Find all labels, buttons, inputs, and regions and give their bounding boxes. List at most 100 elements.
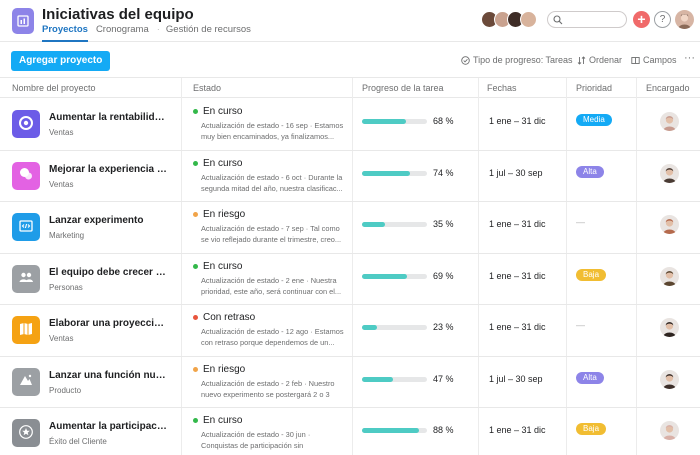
people-icon: [18, 269, 34, 288]
date-range[interactable]: 1 jul – 30 sep: [489, 373, 543, 384]
status-update-text[interactable]: Actualización de estado - 16 sep · Estam…: [201, 121, 344, 141]
date-range[interactable]: 1 ene – 31 dic: [489, 116, 546, 126]
status-cell[interactable]: En curso: [193, 261, 242, 272]
project-icon: [12, 161, 40, 190]
project-team: Ventas: [49, 179, 74, 189]
add-project-button[interactable]: Agregar proyecto: [11, 51, 111, 71]
progress-bar: [362, 222, 427, 227]
status-cell[interactable]: Con retraso: [193, 312, 255, 323]
project-name[interactable]: Elaborar una proyección...: [49, 318, 167, 329]
project-icon: [12, 316, 40, 344]
assignee-avatar[interactable]: [660, 112, 679, 131]
toolbar: Agregar proyecto Tipo de progreso: Tarea…: [0, 42, 700, 78]
status-update-text[interactable]: Actualización de estado - 12 ago · Estam…: [201, 327, 344, 347]
status-update-text[interactable]: Actualización de estado - 2 ene · Nuestr…: [201, 275, 342, 296]
date-range[interactable]: 1 jul – 30 sep: [489, 167, 543, 178]
column-divider: [636, 78, 637, 455]
priority-badge[interactable]: Baja: [576, 423, 607, 435]
status-cell[interactable]: En riesgo: [193, 209, 245, 220]
column-header-name[interactable]: Nombre del proyecto: [12, 83, 96, 93]
more-options-icon[interactable]: ···: [684, 52, 695, 64]
progress-percent: 35 %: [433, 219, 454, 229]
column-header-progress[interactable]: Progreso de la tarea: [362, 83, 444, 93]
date-range[interactable]: 1 ene – 31 dic: [489, 270, 546, 281]
progress-bar-fill: [362, 325, 377, 330]
column-header-dates[interactable]: Fechas: [487, 83, 517, 93]
progress-type-button[interactable]: Tipo de progreso: Tareas: [461, 55, 573, 65]
table-row[interactable]: Aumentar la rentabilidad... Ventas En cu…: [0, 99, 700, 151]
status-dot-icon: [193, 160, 198, 166]
assignee-avatar[interactable]: [660, 163, 679, 183]
check-circle-icon: [461, 55, 470, 65]
fields-button[interactable]: Campos: [631, 55, 677, 65]
assignee-avatar[interactable]: [660, 369, 679, 389]
user-avatar[interactable]: [675, 10, 694, 29]
star-icon: [18, 424, 34, 443]
status-label: En curso: [203, 260, 243, 272]
help-icon[interactable]: ?: [654, 11, 671, 28]
table-row[interactable]: Aumentar la participación... Éxito del C…: [0, 408, 700, 455]
priority-badge[interactable]: Baja: [576, 268, 607, 281]
table-row[interactable]: Elaborar una proyección... Ventas Con re…: [0, 305, 700, 357]
assignee-avatar[interactable]: [660, 215, 679, 234]
progress-bar: [362, 428, 427, 433]
tab-cronograma[interactable]: Cronograma: [95, 24, 149, 35]
fields-label: Campos: [643, 55, 677, 65]
assignee-avatar[interactable]: [660, 266, 679, 286]
status-update-text[interactable]: Actualización de estado - 7 sep · Tal co…: [201, 224, 342, 244]
sort-button[interactable]: Ordenar: [577, 55, 622, 65]
project-name[interactable]: El equipo debe crecer un...: [49, 266, 167, 278]
status-label: Con retraso: [203, 312, 256, 323]
priority-badge[interactable]: Alta: [576, 165, 604, 178]
assignee-avatar[interactable]: [660, 421, 679, 440]
column-header-priority[interactable]: Prioridad: [576, 83, 613, 93]
status-dot-icon: [193, 315, 198, 320]
project-icon: [12, 264, 40, 293]
date-range[interactable]: 1 ene – 31 dic: [489, 219, 546, 229]
project-name[interactable]: Mejorar la experiencia de...: [49, 163, 167, 175]
portfolio-icon[interactable]: [12, 8, 34, 34]
progress-bar-fill: [362, 119, 407, 124]
add-icon[interactable]: +: [633, 11, 650, 28]
progress-bar: [362, 170, 427, 176]
project-name[interactable]: Aumentar la rentabilidad...: [49, 112, 167, 123]
date-range[interactable]: 1 ene – 31 dic: [489, 425, 546, 435]
search-input[interactable]: [547, 11, 627, 28]
project-team: Ventas: [49, 334, 74, 343]
status-label: En curso: [203, 106, 243, 117]
status-cell[interactable]: En riesgo: [193, 364, 245, 375]
status-update-text[interactable]: Actualización de estado - 6 oct · Durant…: [201, 172, 343, 193]
sort-icon: [577, 55, 586, 65]
status-cell[interactable]: En curso: [193, 158, 242, 169]
table-row[interactable]: Lanzar experimento Marketing En riesgo A…: [0, 202, 700, 254]
project-name[interactable]: Lanzar experimento: [49, 215, 144, 226]
priority-badge[interactable]: Alta: [576, 371, 604, 384]
table-row[interactable]: El equipo debe crecer un... Personas En …: [0, 254, 700, 305]
status-label: En curso: [203, 415, 243, 426]
project-icon: [12, 213, 40, 241]
priority-empty[interactable]: —: [576, 217, 585, 227]
priority-badge[interactable]: Media: [576, 114, 612, 126]
table-row[interactable]: Lanzar una función nueva Producto En rie…: [0, 357, 700, 408]
table-row[interactable]: Mejorar la experiencia de... Ventas En c…: [0, 151, 700, 202]
project-team: Marketing: [49, 231, 85, 240]
tab-gestion-recursos[interactable]: Gestión de recursos: [165, 24, 251, 35]
member-avatars[interactable]: [481, 11, 537, 28]
mountain-icon: [18, 372, 34, 391]
priority-empty[interactable]: —: [576, 320, 585, 330]
column-header-status[interactable]: Estado: [193, 83, 222, 93]
status-label: En curso: [203, 157, 243, 169]
project-name[interactable]: Aumentar la participación...: [49, 421, 167, 432]
status-cell[interactable]: En curso: [193, 106, 242, 117]
status-update-text[interactable]: Actualización de estado - 30 jun · Conqu…: [201, 430, 311, 450]
column-header-assignee[interactable]: Encargado: [646, 83, 690, 93]
status-cell[interactable]: En curso: [193, 415, 242, 426]
date-range[interactable]: 1 ene – 31 dic: [489, 322, 546, 332]
progress-percent: 47 %: [433, 373, 454, 384]
progress-bar: [362, 325, 427, 330]
project-name[interactable]: Lanzar una función nueva: [49, 369, 167, 381]
progress-percent: 23 %: [433, 322, 454, 332]
tab-proyectos[interactable]: Proyectos: [42, 24, 88, 42]
assignee-avatar[interactable]: [660, 318, 679, 337]
status-update-text[interactable]: Actualización de estado - 2 feb · Nuestr…: [201, 378, 335, 399]
